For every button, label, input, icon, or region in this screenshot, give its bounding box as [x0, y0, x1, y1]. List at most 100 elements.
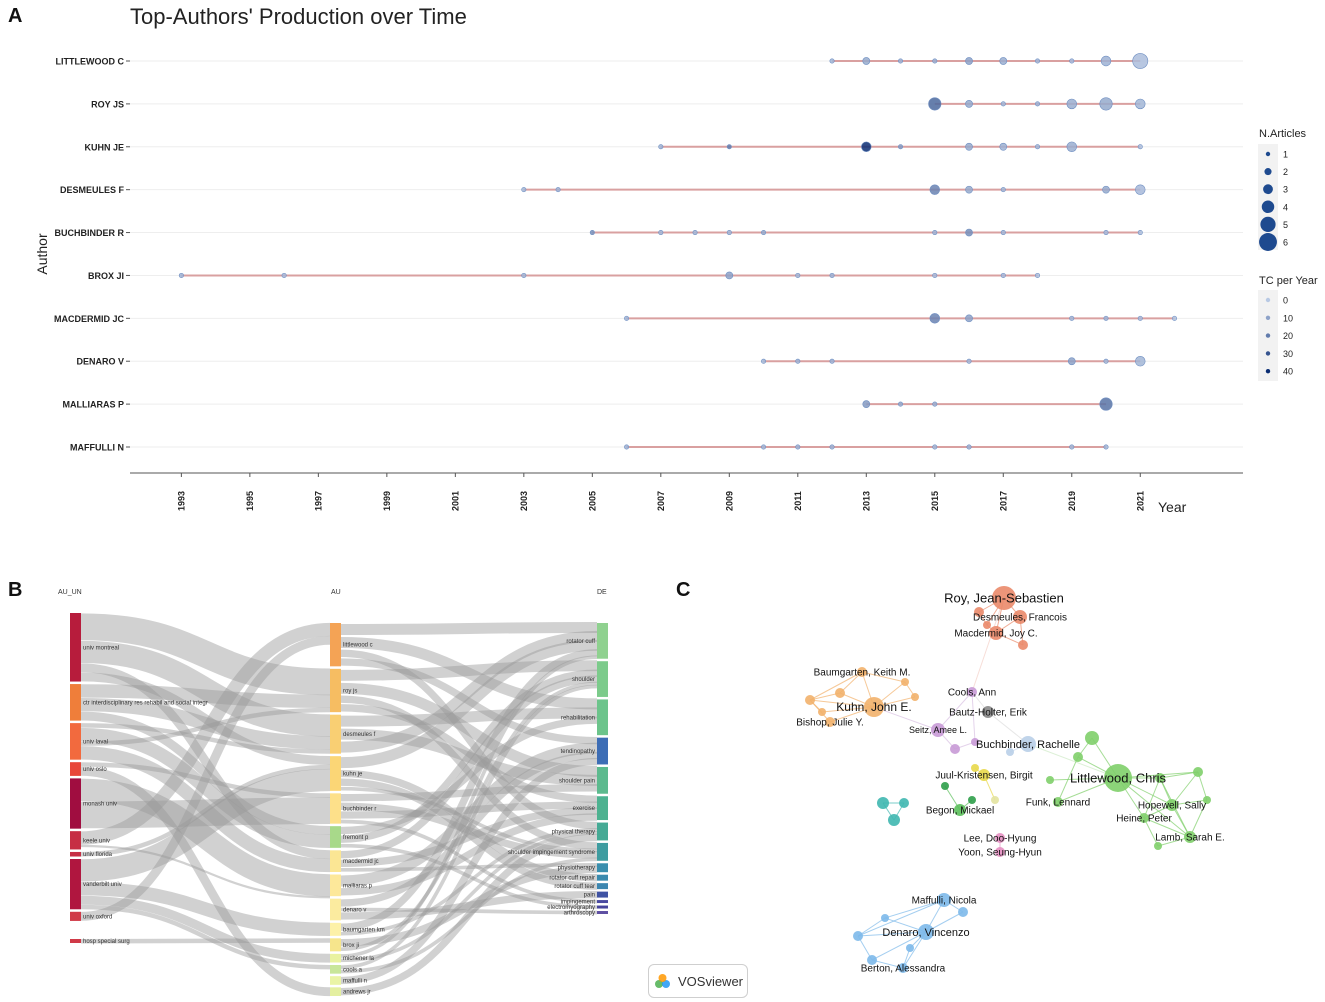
- data-point: [829, 58, 835, 64]
- network-node: [825, 717, 835, 727]
- y-tick-label: DENARO V: [76, 357, 124, 367]
- sankey-link: [340, 843, 598, 909]
- legend-articles-swatch: [1263, 184, 1273, 195]
- network-edge: [871, 959, 904, 969]
- sankey-node: [330, 793, 341, 824]
- network-node: [911, 693, 919, 701]
- network-node: [835, 688, 845, 698]
- data-point: [1069, 315, 1075, 321]
- data-point: [1066, 98, 1077, 110]
- network-node: [818, 708, 826, 716]
- sankey-link: [340, 757, 598, 985]
- network-node: [982, 706, 994, 718]
- sankey-node-label: rotator cuff: [566, 639, 595, 645]
- legend-articles-swatch: [1265, 151, 1271, 157]
- network-node: [1073, 752, 1083, 762]
- three-field-sankey: AU_UN AU DE univ montreal ctr interdisciplin…: [58, 589, 608, 997]
- data-point: [1069, 58, 1075, 64]
- network-edge: [987, 711, 1029, 745]
- legend-articles-label: 2: [1283, 167, 1288, 177]
- data-point: [281, 272, 287, 278]
- sankey-node-label: keele univ: [83, 838, 110, 844]
- network-edge: [857, 899, 945, 937]
- network-node: [954, 804, 966, 816]
- network-edge: [809, 692, 841, 701]
- data-point: [965, 314, 973, 323]
- data-point: [966, 358, 972, 364]
- sankey-link: [340, 681, 598, 951]
- network-node-label: Macdermid, Joy C.: [954, 629, 1037, 640]
- network-node: [1006, 748, 1014, 756]
- data-point: [1103, 358, 1109, 364]
- network-edge: [861, 671, 906, 683]
- sankey-link: [340, 831, 598, 963]
- data-point: [725, 271, 734, 280]
- network-node: [1166, 799, 1178, 811]
- x-tick-label: 2021: [1135, 491, 1145, 511]
- sankey-link: [340, 716, 598, 835]
- sankey-link: [340, 802, 598, 859]
- sankey-node-label: kuhn je: [343, 772, 363, 778]
- network-node: [864, 697, 884, 717]
- legend-tc-swatch: [1265, 297, 1271, 303]
- network-node: [881, 914, 889, 922]
- data-point: [761, 444, 767, 450]
- network-node: [937, 893, 951, 907]
- network-node-label: Begon, Mickael: [926, 806, 994, 817]
- sankey-node: [330, 874, 341, 897]
- data-point: [761, 358, 767, 364]
- network-node: [853, 931, 863, 941]
- data-point: [932, 401, 938, 407]
- data-point: [1066, 141, 1077, 152]
- network-node-label: Seitz, Amee L.: [909, 725, 967, 735]
- sankey-node-label: exercise: [573, 806, 596, 812]
- sankey-link: [340, 639, 598, 769]
- data-point: [1103, 315, 1109, 321]
- sankey-node: [70, 723, 81, 760]
- legend-tc-label: 0: [1283, 296, 1288, 306]
- network-node: [1193, 767, 1203, 777]
- sankey-links: [80, 613, 598, 997]
- data-point: [965, 142, 973, 151]
- network-edge: [1027, 743, 1119, 779]
- sankey-node-label: littlewood c: [343, 643, 373, 649]
- network-node: [888, 814, 900, 826]
- sankey-node-label: monash univ: [83, 802, 117, 808]
- sankey-node-label: michener la: [343, 956, 375, 962]
- sankey-link: [340, 630, 598, 753]
- sankey-link: [340, 819, 598, 904]
- sankey-link: [340, 675, 598, 859]
- network-edge: [857, 931, 927, 937]
- sankey-node: [597, 863, 608, 873]
- sankey-node: [597, 900, 608, 904]
- sankey-node-label: hosp special surg: [83, 939, 130, 945]
- sankey-link: [80, 684, 331, 709]
- y-tick-label: BROX JI: [88, 271, 124, 281]
- data-point: [928, 97, 942, 111]
- x-tick-label: 2009: [724, 491, 734, 511]
- sankey-node: [597, 737, 608, 765]
- network-node-label: Baumgarten, Keith M.: [814, 668, 911, 679]
- sankey-link: [80, 723, 331, 754]
- data-point: [999, 142, 1008, 151]
- legend-articles-label: 1: [1283, 150, 1288, 160]
- sankey-link: [80, 635, 331, 921]
- y-tick-label: LITTLEWOOD C: [56, 57, 125, 67]
- sankey-node: [70, 851, 81, 857]
- network-edge: [857, 917, 886, 937]
- data-point: [795, 358, 801, 364]
- sankey-node-label: malliaras p: [343, 883, 373, 889]
- sankey-link: [80, 768, 331, 882]
- x-tick-label: 2017: [998, 491, 1008, 511]
- network-node: [1013, 610, 1027, 624]
- sankey-link: [340, 769, 598, 882]
- sankey-link: [340, 684, 598, 969]
- network-node: [958, 907, 968, 917]
- network-edge: [1171, 771, 1199, 806]
- data-point: [624, 444, 630, 450]
- network-node: [989, 626, 1003, 640]
- sankey-node: [70, 778, 81, 829]
- sankey-link: [340, 682, 598, 777]
- network-node: [978, 769, 990, 781]
- network-edge: [937, 691, 973, 731]
